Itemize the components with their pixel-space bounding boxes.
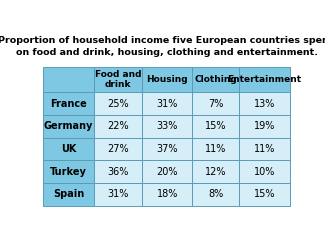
Text: 31%: 31% bbox=[157, 99, 178, 109]
Bar bbox=[240, 160, 290, 183]
Bar bbox=[94, 137, 142, 160]
Text: 25%: 25% bbox=[107, 99, 129, 109]
Text: 36%: 36% bbox=[107, 167, 128, 177]
Bar bbox=[240, 67, 290, 92]
Text: 13%: 13% bbox=[254, 99, 275, 109]
Text: 8%: 8% bbox=[208, 189, 224, 199]
Bar bbox=[94, 160, 142, 183]
Bar bbox=[43, 92, 94, 115]
Text: 22%: 22% bbox=[107, 121, 129, 131]
Bar bbox=[43, 160, 94, 183]
Text: 33%: 33% bbox=[157, 121, 178, 131]
Bar bbox=[192, 115, 240, 137]
Bar bbox=[192, 137, 240, 160]
Bar bbox=[142, 137, 192, 160]
Text: 31%: 31% bbox=[107, 189, 128, 199]
Bar bbox=[192, 92, 240, 115]
Bar bbox=[94, 92, 142, 115]
Text: Germany: Germany bbox=[44, 121, 93, 131]
Text: 15%: 15% bbox=[205, 121, 227, 131]
Bar bbox=[192, 183, 240, 206]
Text: 11%: 11% bbox=[254, 144, 275, 154]
Text: 27%: 27% bbox=[107, 144, 129, 154]
Bar bbox=[94, 115, 142, 137]
Bar bbox=[43, 115, 94, 137]
Text: France: France bbox=[50, 99, 87, 109]
Text: Turkey: Turkey bbox=[50, 167, 87, 177]
Text: Entertainment: Entertainment bbox=[227, 75, 302, 84]
Bar bbox=[43, 67, 94, 92]
Bar bbox=[142, 67, 192, 92]
Bar bbox=[240, 92, 290, 115]
Text: 20%: 20% bbox=[156, 167, 178, 177]
Text: 37%: 37% bbox=[156, 144, 178, 154]
Text: Housing: Housing bbox=[146, 75, 188, 84]
Bar bbox=[94, 183, 142, 206]
Bar bbox=[142, 160, 192, 183]
Bar bbox=[43, 183, 94, 206]
Text: UK: UK bbox=[61, 144, 76, 154]
Bar bbox=[142, 115, 192, 137]
Bar bbox=[192, 160, 240, 183]
Text: 15%: 15% bbox=[254, 189, 275, 199]
Text: 18%: 18% bbox=[157, 189, 178, 199]
Text: 7%: 7% bbox=[208, 99, 224, 109]
Text: Spain: Spain bbox=[53, 189, 84, 199]
Text: 10%: 10% bbox=[254, 167, 275, 177]
Bar bbox=[240, 183, 290, 206]
Text: Food and
drink: Food and drink bbox=[95, 70, 141, 89]
Bar bbox=[142, 183, 192, 206]
Text: 19%: 19% bbox=[254, 121, 275, 131]
Text: 11%: 11% bbox=[205, 144, 227, 154]
Bar bbox=[192, 67, 240, 92]
Bar bbox=[142, 92, 192, 115]
Text: Proportion of household income five European countries spend
on food and drink, : Proportion of household income five Euro… bbox=[0, 36, 325, 57]
Bar bbox=[240, 137, 290, 160]
Bar bbox=[94, 67, 142, 92]
Text: 12%: 12% bbox=[205, 167, 227, 177]
Bar bbox=[240, 115, 290, 137]
Bar bbox=[43, 137, 94, 160]
Text: Clothing: Clothing bbox=[195, 75, 237, 84]
